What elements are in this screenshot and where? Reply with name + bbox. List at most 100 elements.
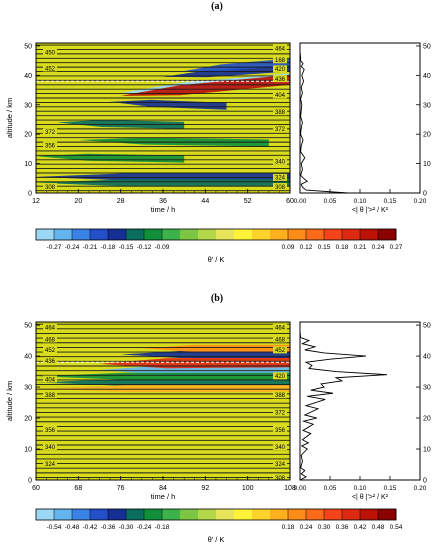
contour-label-bg bbox=[43, 48, 57, 56]
colorbar-segment bbox=[324, 509, 343, 520]
colorbar-segment bbox=[378, 509, 397, 520]
profile-y-tick-label: 30 bbox=[423, 385, 431, 392]
colorbar-segment bbox=[162, 229, 181, 240]
contour-label: 356 bbox=[45, 428, 56, 434]
contour-label: 308 bbox=[45, 185, 56, 191]
colorbar-segment bbox=[36, 229, 55, 240]
contour-label: 468 bbox=[45, 337, 56, 343]
contour-label: 452 bbox=[275, 348, 286, 354]
colorbar-tick-label: 0.30 bbox=[318, 524, 331, 531]
contour-label: 324 bbox=[275, 462, 286, 468]
contour-label: 356 bbox=[45, 143, 56, 149]
contour-label: 468 bbox=[275, 337, 286, 343]
colorbar-tick-label: -0.24 bbox=[137, 524, 152, 531]
profile-y-tick-label: 30 bbox=[423, 102, 431, 109]
anomaly-band bbox=[36, 173, 290, 181]
colorbar-tick-label: 0.15 bbox=[318, 244, 331, 251]
profile-y-tick-label: 0 bbox=[423, 191, 427, 198]
colorbar-segment bbox=[306, 509, 325, 520]
profile-y-tick-label: 10 bbox=[423, 161, 431, 168]
contour-label-bg bbox=[273, 460, 287, 468]
x-tick-label: 60 bbox=[286, 198, 294, 205]
anomaly-band bbox=[36, 385, 290, 393]
profile-y-tick-label: 10 bbox=[423, 447, 431, 454]
colorbar-tick-label: -0.09 bbox=[155, 244, 170, 251]
contour-label-bg bbox=[273, 391, 287, 399]
contour-label-bg bbox=[273, 44, 287, 52]
contour-label-bg bbox=[43, 323, 57, 331]
y-tick-label: 50 bbox=[24, 323, 32, 330]
colorbar-tick-label: -0.12 bbox=[137, 244, 152, 251]
contour-label-bg bbox=[43, 357, 57, 365]
profile-x-tick-label: 0.10 bbox=[354, 485, 367, 492]
contour-label-bg bbox=[273, 75, 287, 83]
colorbar-segment bbox=[324, 229, 343, 240]
colorbar-tick-label: -0.24 bbox=[65, 244, 80, 251]
profile-x-axis-label: <| θ |'>² / K² bbox=[352, 207, 389, 214]
panel-label: (b) bbox=[211, 293, 223, 304]
colorbar-segment bbox=[54, 229, 73, 240]
contour-label: 372 bbox=[45, 130, 56, 136]
panel-label: (a) bbox=[211, 1, 223, 12]
colorbar-segment bbox=[144, 229, 163, 240]
colorbar-tick-label: 0.24 bbox=[372, 244, 385, 251]
contour-label-bg bbox=[273, 474, 287, 480]
profile-x-axis-label: <| θ |'>² / K² bbox=[352, 494, 389, 501]
contour-label: 404 bbox=[275, 93, 286, 99]
profile-x-tick-label: 0.20 bbox=[414, 198, 427, 205]
x-tick-label: 84 bbox=[159, 485, 167, 492]
contour-label: 452 bbox=[45, 66, 56, 72]
contour-label: 308 bbox=[275, 476, 286, 482]
y-tick-label: 50 bbox=[24, 43, 32, 50]
profile-x-tick-label: 0.05 bbox=[324, 485, 337, 492]
contour-label: 388 bbox=[45, 393, 56, 399]
profile-x-tick-label: 0.00 bbox=[294, 198, 307, 205]
x-tick-label: 60 bbox=[32, 485, 40, 492]
anomaly-band bbox=[36, 153, 185, 163]
colorbar-segment bbox=[90, 509, 109, 520]
contour-label-bg bbox=[43, 391, 57, 399]
profile-y-tick-label: 50 bbox=[423, 323, 431, 330]
x-tick-label: 108 bbox=[284, 485, 296, 492]
profile-y-tick-label: 40 bbox=[423, 73, 431, 80]
contour-label: 308 bbox=[275, 185, 286, 191]
colorbar-segment bbox=[126, 229, 145, 240]
profile-x-tick-label: 0.15 bbox=[384, 485, 397, 492]
contour-label: 388 bbox=[275, 393, 286, 399]
colorbar-segment bbox=[162, 509, 181, 520]
contour-label-bg bbox=[43, 141, 57, 149]
colorbar-segment bbox=[180, 229, 199, 240]
contour-label: 420 bbox=[275, 67, 286, 73]
colorbar-segment bbox=[342, 229, 361, 240]
contour-label: 464 bbox=[45, 326, 56, 332]
anomaly-band bbox=[36, 372, 290, 380]
contour-label: 372 bbox=[275, 410, 286, 416]
contour-label-bg bbox=[273, 408, 287, 416]
contour-label-bg bbox=[273, 443, 287, 451]
contour-label: 420 bbox=[275, 374, 286, 380]
colorbar-tick-label: -0.36 bbox=[101, 524, 116, 531]
colorbar-segment bbox=[288, 229, 307, 240]
contour-label-bg bbox=[43, 426, 57, 434]
profile-frame bbox=[299, 321, 421, 481]
profile-line bbox=[299, 43, 349, 194]
contour-label: 388 bbox=[275, 110, 286, 116]
x-tick-label: 44 bbox=[201, 198, 209, 205]
contour-label: 464 bbox=[275, 46, 286, 52]
contour-label-bg bbox=[273, 323, 287, 331]
contour-label-bg bbox=[43, 183, 57, 191]
colorbar-tick-label: -0.42 bbox=[83, 524, 98, 531]
colorbar-segment bbox=[72, 509, 91, 520]
contour-label: 372 bbox=[275, 127, 286, 133]
colorbar-segment bbox=[36, 509, 55, 520]
contour-label: 340 bbox=[45, 445, 56, 451]
x-tick-label: 68 bbox=[74, 485, 82, 492]
colorbar-segment bbox=[72, 229, 91, 240]
x-tick-label: 92 bbox=[201, 485, 209, 492]
contour-label: 436 bbox=[45, 359, 56, 365]
contour-label: 168 bbox=[275, 58, 286, 64]
colorbar-segment bbox=[198, 229, 217, 240]
y-tick-label: 40 bbox=[24, 354, 32, 361]
colorbar-segment bbox=[342, 509, 361, 520]
